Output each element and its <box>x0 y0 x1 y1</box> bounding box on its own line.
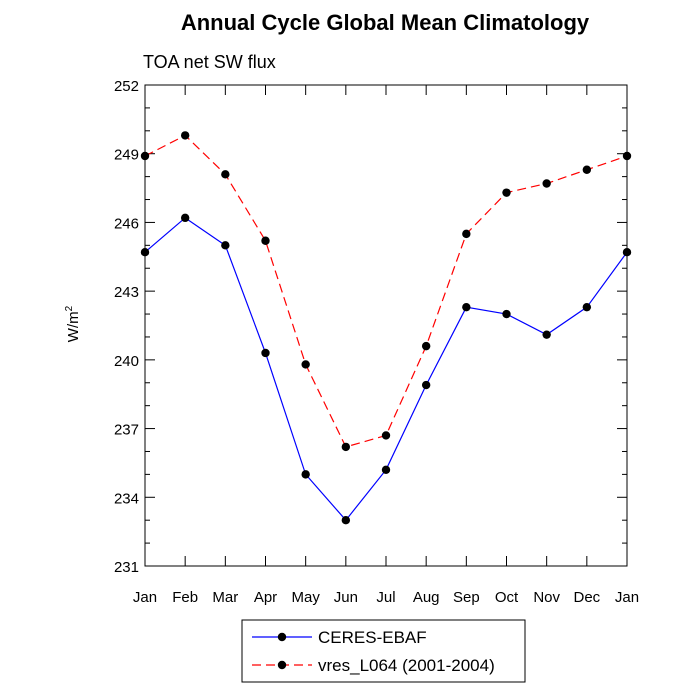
data-point <box>421 380 431 390</box>
x-tick-label: Jan <box>133 589 157 606</box>
series-line <box>144 217 628 522</box>
series-vres-l064-2001-2004 <box>140 131 632 452</box>
y-axis-label-unit: W/m <box>65 311 82 342</box>
data-point <box>180 131 190 140</box>
y-tick-label: 240 <box>114 353 139 370</box>
data-point <box>421 341 431 351</box>
data-point <box>542 179 551 188</box>
legend-label: CERES-EBAF <box>318 628 427 647</box>
data-point <box>301 360 310 369</box>
x-tick-label: Feb <box>172 589 198 606</box>
legend: CERES-EBAF vres_L064 (2001-2004) <box>241 619 526 683</box>
x-tick-label: May <box>291 589 320 606</box>
data-point <box>582 302 592 312</box>
data-point <box>341 442 351 452</box>
x-tick-label: Oct <box>495 589 519 606</box>
x-tick-label: Sep <box>453 589 480 606</box>
x-tick-label: Apr <box>254 589 277 606</box>
x-tick-label: Dec <box>573 589 600 606</box>
y-tick-label: 249 <box>114 147 139 164</box>
data-point <box>140 248 150 257</box>
y-tick-label: 243 <box>114 284 139 301</box>
data-point <box>261 348 270 358</box>
x-tick-label: Jun <box>334 589 358 606</box>
plot-area-frame <box>144 84 628 567</box>
data-point <box>582 165 592 174</box>
data-point <box>221 170 230 179</box>
data-point <box>502 188 511 197</box>
y-tick-label: 246 <box>114 215 139 232</box>
x-tick-label: Jul <box>376 589 395 606</box>
y-axis-label-superscript: 2 <box>64 305 75 311</box>
data-point <box>502 309 511 319</box>
y-tick-label: 237 <box>114 422 139 439</box>
data-point <box>462 302 471 312</box>
data-point <box>301 470 310 479</box>
data-point <box>381 431 391 440</box>
x-tick-label: Mar <box>212 589 238 606</box>
legend-marker <box>277 660 287 670</box>
data-point <box>622 248 632 257</box>
data-point <box>180 213 190 223</box>
data-point <box>462 229 471 239</box>
y-axis-label: W/m2 <box>64 305 82 342</box>
axis-ticks: 231 234 237 240 243 246 249 252 Jan Feb Mar Apr May J… <box>114 78 639 606</box>
x-tick-label: Jan <box>615 589 639 606</box>
legend-marker <box>277 632 287 642</box>
data-point <box>140 151 150 161</box>
legend-label: vres_L064 (2001-2004) <box>318 656 495 675</box>
x-tick-label: Aug <box>413 589 440 606</box>
data-point <box>261 236 270 245</box>
data-point <box>341 515 351 525</box>
data-point <box>542 330 551 339</box>
legend-box <box>241 619 526 683</box>
chart-subtitle: TOA net SW flux <box>143 52 276 72</box>
data-point <box>622 151 632 161</box>
chart-title: Annual Cycle Global Mean Climatology <box>181 10 590 35</box>
x-tick-label: Nov <box>533 589 560 606</box>
y-tick-label: 252 <box>114 78 139 95</box>
y-tick-label: 234 <box>114 490 139 507</box>
series-line <box>144 134 628 448</box>
series-layer <box>140 131 632 525</box>
data-point <box>221 241 230 250</box>
y-tick-label: 231 <box>114 559 139 576</box>
data-point <box>381 465 391 474</box>
series-ceres-ebaf <box>140 213 632 525</box>
